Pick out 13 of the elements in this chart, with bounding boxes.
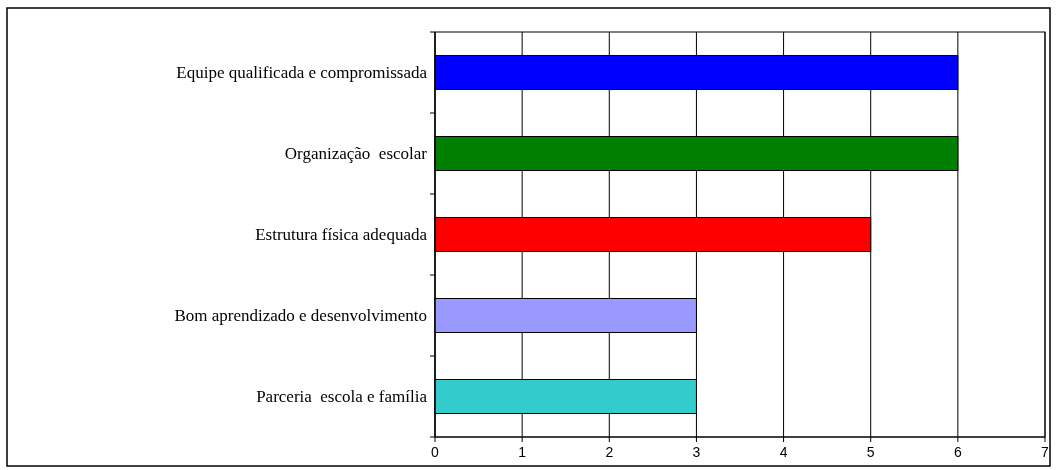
x-tick-label: 6: [953, 444, 962, 460]
x-tick-label: 4: [779, 444, 788, 460]
y-tick-label: Parceria escola e família: [256, 387, 428, 407]
x-tick-label: 7: [1041, 444, 1050, 460]
x-tick-label: 3: [692, 444, 701, 460]
y-tick-label: Organização escolar: [284, 144, 428, 164]
y-tick-label: Equipe qualificada e compromissada: [176, 63, 428, 83]
x-tick-label: 5: [866, 444, 875, 460]
x-tick-label: 0: [431, 444, 440, 460]
x-tick-label: 1: [518, 444, 527, 460]
x-tick-label: 2: [605, 444, 614, 460]
y-tick-label: Bom aprendizado e desenvolvimento: [174, 306, 427, 326]
y-tick-label: Estrutura física adequada: [255, 225, 428, 245]
